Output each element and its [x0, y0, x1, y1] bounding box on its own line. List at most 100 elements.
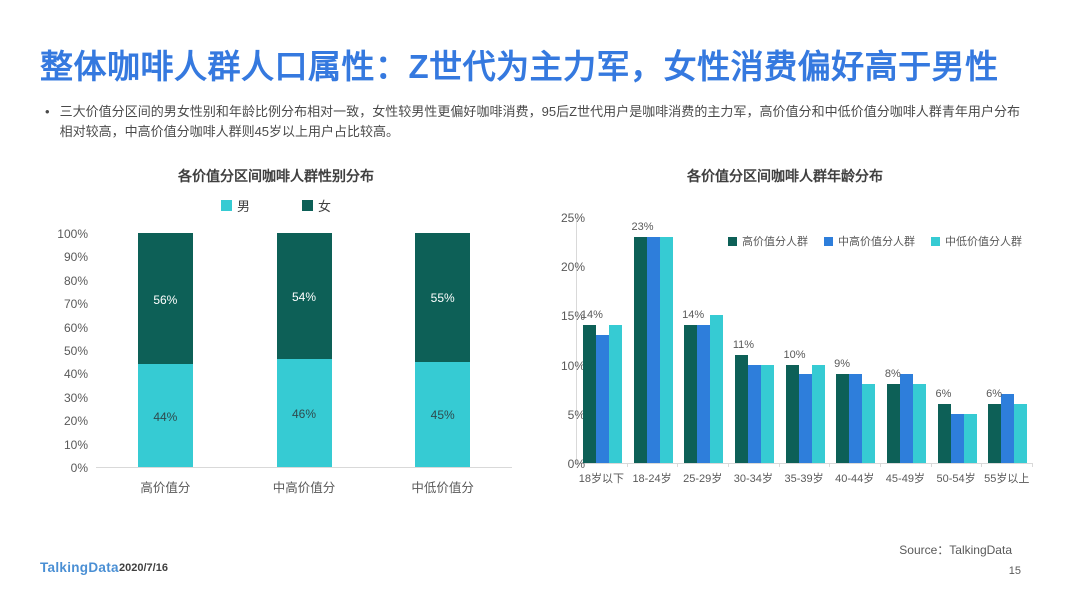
age-chart-title: 各价值分区间咖啡人群年龄分布 [687, 168, 883, 184]
gender-chart-plot: 0% 10% 20% 30% 40% 50% 60% 70% 80% 90% 100% 44% 56% 4… [57, 227, 512, 475]
stacked-bar: 45% 55% [415, 233, 471, 467]
summary-text: 三大价值分区间的男女性别和年龄比例分布相对一致，女性较男性更偏好咖啡消费，95后… [59, 104, 1020, 140]
bar-中低价值分人群 [963, 413, 977, 463]
bar-中高价值分人群 [747, 364, 761, 463]
y-axis-label: 100% [57, 227, 88, 241]
gender-distribution-chart: 各价值分区间咖啡人群性别分布 男女 0% 10% 20% 30% 40% 50% 60% 70… [40, 166, 512, 536]
bar-高价值分人群 [937, 403, 951, 463]
bar-中低价值分人群 [608, 325, 622, 463]
age-distribution-chart: 各价值分区间咖啡人群年龄分布 高价值分人群 中高价值分人群 中低价值分人群 0% 5%… [538, 166, 1033, 536]
page-number: 15 [1008, 565, 1021, 577]
gender-legend-item: 女 [302, 198, 332, 214]
x-axis-tick [981, 463, 983, 467]
bar-中低价值分人群 [659, 236, 673, 463]
age-chart-x-labels: 18岁以下 18-24岁 25-29岁 30-34岁 35-39岁 40-44岁 45-49… [576, 464, 1032, 486]
group-value-label: 10% [783, 348, 806, 361]
bar-中高价值分人群 [697, 325, 711, 463]
gender-legend-label: 女 [318, 198, 332, 214]
bar-高价值分人群 [886, 384, 900, 463]
x-axis-label: 45-49岁 [885, 473, 925, 485]
bar-segment-男 [137, 364, 193, 467]
age-legend-swatch [728, 236, 737, 246]
bar-中高价值分人群 [595, 335, 609, 463]
age-legend-label: 中低价值分人群 [945, 236, 1022, 248]
group-value-label: 8% [884, 368, 901, 381]
bar-中低价值分人群 [760, 364, 774, 463]
page-title: 整体咖啡人群人口属性：Z世代为主力军，女性消费偏好高于男性 [40, 48, 999, 85]
y-axis-label: 0% [70, 461, 88, 475]
y-axis-label: 30% [63, 390, 88, 405]
bar-segment-女 [137, 233, 193, 365]
bar-中低价值分人群 [710, 315, 724, 463]
age-legend-label: 中高价值分人群 [838, 236, 915, 248]
y-axis-label: 80% [63, 273, 88, 288]
bar-中高价值分人群 [950, 413, 964, 463]
bar-中低价值分人群 [862, 384, 876, 463]
x-axis-tick [880, 463, 881, 467]
y-axis-label: 90% [63, 250, 88, 265]
x-axis-label: 18-24岁 [632, 473, 672, 485]
y-axis-label: 70% [63, 297, 88, 312]
x-axis-label: 55岁以上 [984, 473, 1030, 485]
y-axis-label: 50% [63, 344, 88, 358]
y-axis-label: 10% [63, 437, 88, 452]
x-axis-tick [677, 463, 679, 467]
group-value-label: 14% [580, 309, 603, 322]
bullet-dot: • [45, 104, 50, 119]
group-value-label: 11% [732, 338, 755, 351]
x-axis-label: 中低价值分 [411, 481, 474, 495]
group-value-label: 9% [834, 358, 851, 371]
source-note: Source：TalkingData [899, 543, 1012, 557]
y-axis-label: 15% [560, 309, 585, 324]
bar-segment-value: 54% [291, 290, 317, 305]
bar-高价值分人群 [684, 325, 698, 463]
age-legend-item: 中低价值分人群 [931, 233, 1022, 249]
x-axis-tick [728, 463, 729, 467]
bar-高价值分人群 [582, 325, 596, 463]
group-value-label: 14% [682, 309, 705, 322]
gender-legend-label: 男 [236, 198, 250, 214]
y-axis-label: 20% [560, 260, 585, 275]
age-legend-item: 中高价值分人群 [824, 233, 915, 249]
group-value-label: 23% [631, 220, 654, 233]
bar-中低价值分人群 [1014, 403, 1028, 463]
bar-segment-男 [415, 361, 471, 467]
bar-高价值分人群 [785, 364, 799, 463]
bar-高价值分人群 [633, 236, 647, 463]
bar-高价值分人群 [988, 403, 1002, 463]
age-legend-label: 高价值分人群 [742, 236, 808, 248]
gender-legend-item: 男 [220, 198, 250, 214]
bar-segment-value: 45% [430, 408, 455, 423]
y-axis-label: 0% [567, 457, 585, 471]
x-axis-tick [829, 463, 831, 467]
bar-中高价值分人群 [849, 374, 863, 463]
age-legend-swatch [824, 236, 833, 246]
summary-bullet: • 三大价值分区间的男女性别和年龄比例分布相对一致，女性较男性更偏好咖啡消费，9… [45, 102, 1020, 142]
x-axis-label: 35-39岁 [784, 473, 824, 485]
talkingdata-logo: TalkingData [40, 560, 119, 575]
x-axis-tick [1032, 463, 1033, 467]
x-axis-tick [626, 463, 628, 467]
bar-segment-女 [276, 233, 332, 360]
bar-segment-value: 44% [153, 409, 178, 424]
bar-segment-value: 56% [153, 292, 178, 307]
gender-chart-title: 各价值分区间咖啡人群性别分布 [178, 168, 374, 184]
y-axis-label: 20% [63, 414, 88, 429]
x-axis-tick [930, 463, 932, 467]
x-axis-label: 18岁以下 [578, 473, 624, 485]
stacked-bar: 46% 54% [276, 233, 332, 467]
x-axis-label: 40-44岁 [835, 473, 875, 485]
bar-中低价值分人群 [811, 364, 825, 463]
group-value-label: 6% [986, 387, 1003, 400]
gender-chart-x-labels: 高价值分 中高价值分 中低价值分 [96, 468, 512, 496]
gender-legend-swatch [302, 199, 313, 211]
x-axis-label: 高价值分 [140, 481, 191, 495]
age-legend-swatch [931, 236, 940, 246]
age-chart-legend: 高价值分人群 中高价值分人群 中低价值分人群 [728, 233, 1022, 249]
x-axis-label: 30-34岁 [733, 473, 773, 485]
bar-segment-value: 46% [291, 407, 317, 422]
group-value-label: 6% [935, 387, 952, 400]
bar-高价值分人群 [734, 354, 748, 463]
bar-高价值分人群 [836, 374, 850, 463]
